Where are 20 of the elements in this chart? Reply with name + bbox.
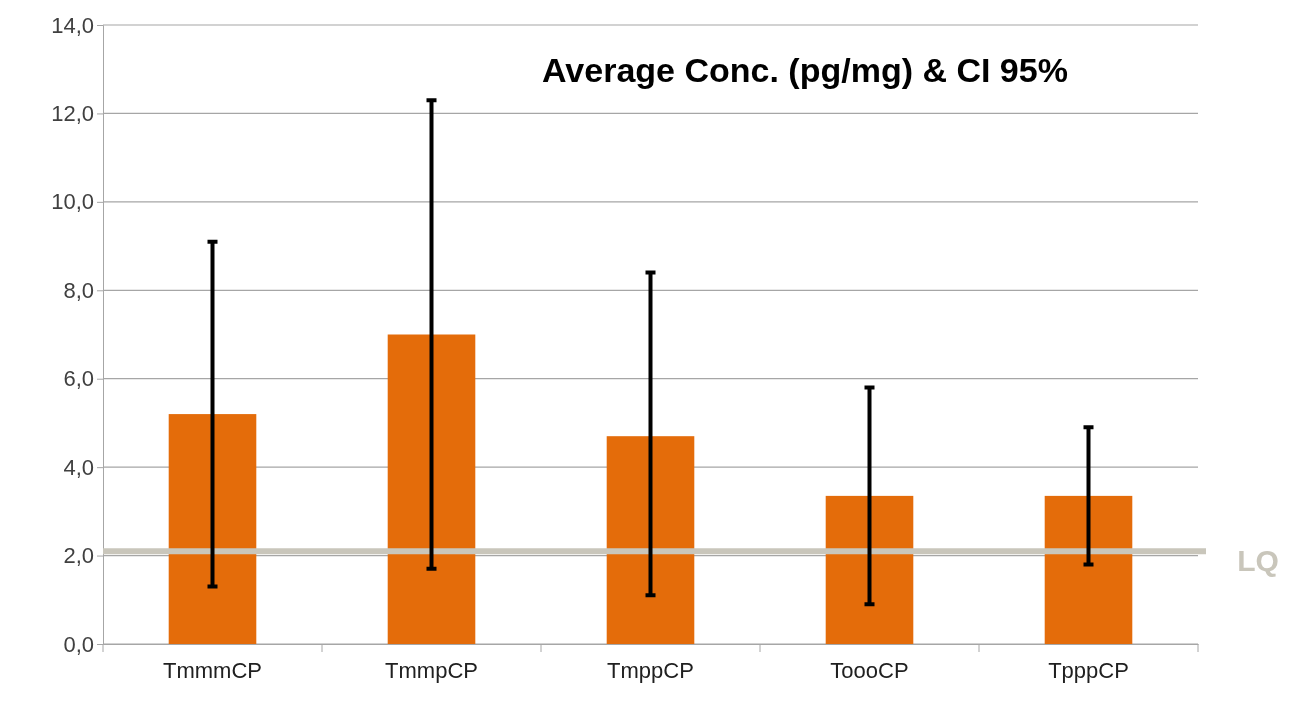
y-tick-label: 4,0 (63, 454, 94, 480)
x-tick-label: TmmpCP (385, 657, 478, 683)
y-tick-label: 2,0 (63, 543, 94, 569)
bar (387, 334, 476, 644)
x-tick-label: TmmmCP (163, 657, 262, 683)
y-tick-label: 6,0 (63, 366, 94, 392)
x-tick-label: TpppCP (1048, 657, 1129, 683)
ref-line-label: LQ (1237, 544, 1279, 578)
y-tick-label: 10,0 (51, 189, 94, 215)
y-tick-label: 0,0 (63, 631, 94, 657)
bar (1044, 495, 1133, 644)
y-tick-label: 12,0 (51, 100, 94, 126)
bar (606, 436, 695, 644)
bar (168, 414, 257, 644)
x-tick-label: ToooCP (830, 657, 909, 683)
x-tick-label: TmppCP (607, 657, 694, 683)
bar (825, 495, 914, 644)
text: Average Conc. (pg/mg) & CI 95% (542, 51, 1068, 89)
y-tick-label: 8,0 (63, 277, 94, 303)
y-tick-label: 14,0 (51, 12, 94, 38)
